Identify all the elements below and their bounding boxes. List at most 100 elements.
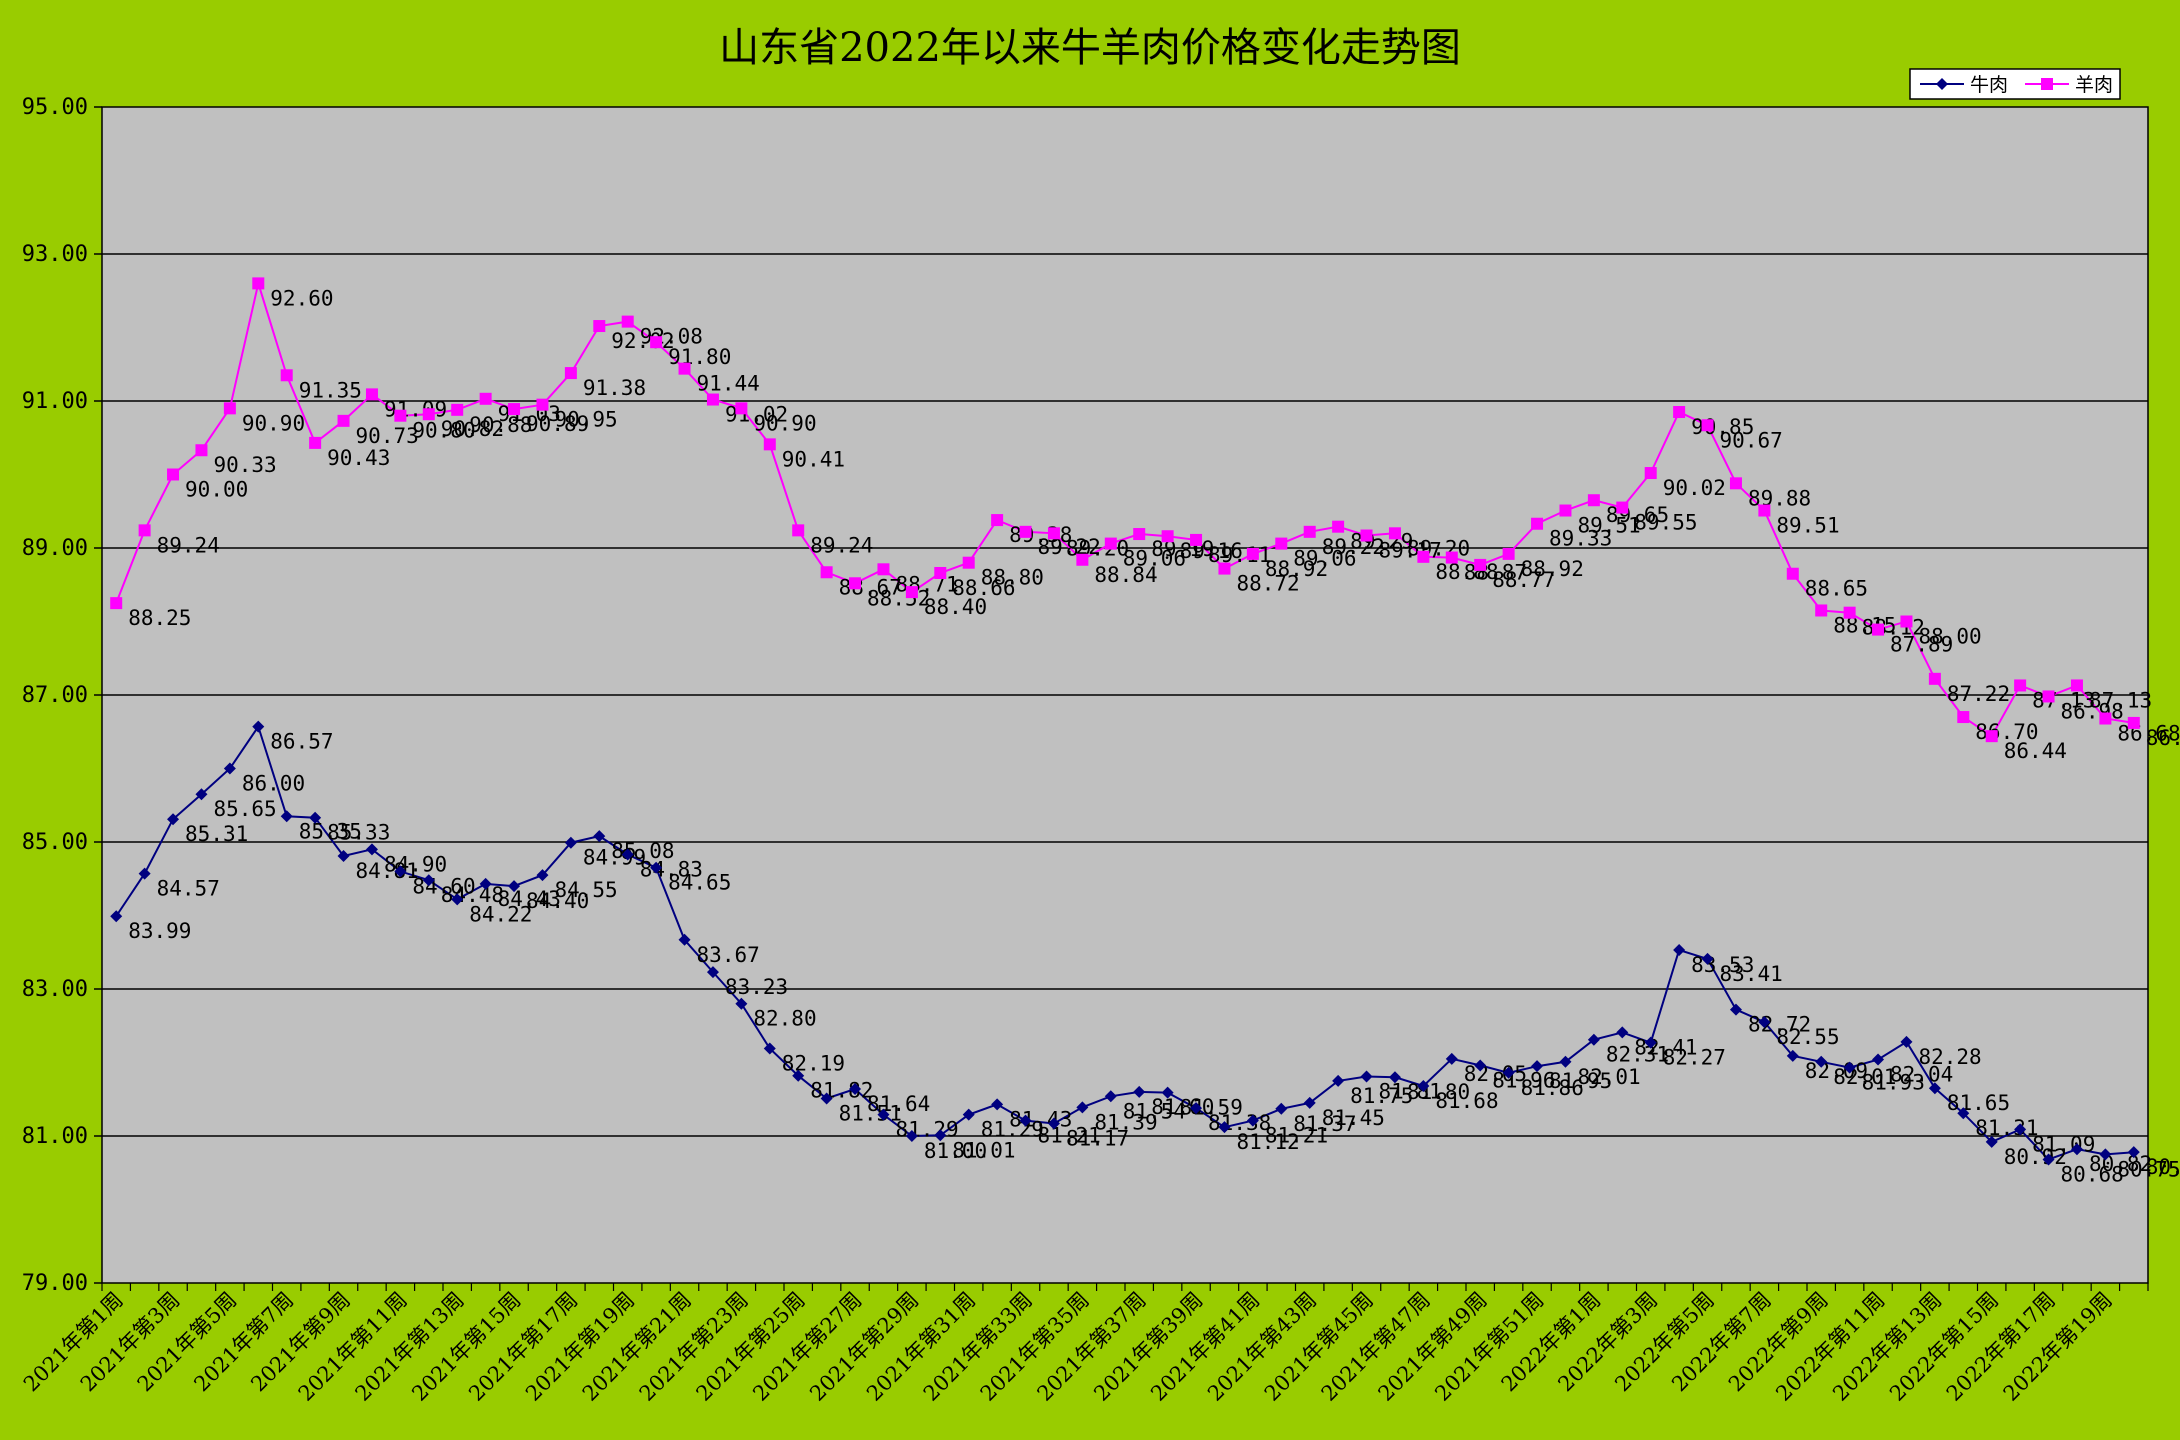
data-point-mutton [1531, 517, 1544, 530]
data-label: 88.00 [1918, 625, 1981, 649]
data-label: 90.67 [1720, 428, 1783, 452]
data-label: 81.21 [1038, 1124, 1101, 1148]
data-label: 81.43 [1009, 1107, 1072, 1131]
data-label: 91.44 [697, 372, 760, 396]
data-point-beef [252, 720, 265, 733]
data-point-beef [1246, 1114, 1259, 1127]
data-label: 82.55 [1776, 1025, 1839, 1049]
data-point-mutton [905, 586, 918, 599]
data-point-mutton [1388, 527, 1401, 540]
data-label: 83.53 [1691, 953, 1754, 977]
data-label: 90.73 [356, 424, 419, 448]
data-label: 81.45 [1322, 1106, 1385, 1130]
data-point-beef [1332, 1074, 1345, 1087]
data-label: 89.24 [810, 533, 873, 557]
data-point-beef [1559, 1055, 1572, 1068]
data-label: 81.82 [810, 1079, 873, 1103]
data-point-beef [479, 877, 492, 890]
data-point-mutton [1843, 606, 1856, 619]
y-tick-label: 85.00 [22, 830, 88, 855]
data-point-mutton [1076, 553, 1089, 566]
data-point-mutton [1786, 567, 1799, 580]
data-point-beef [1900, 1035, 1913, 1048]
data-label: 88.25 [128, 606, 191, 630]
data-point-mutton [1445, 551, 1458, 564]
data-point-mutton [110, 597, 123, 610]
data-label: 90.02 [1663, 476, 1726, 500]
data-label: 83.41 [1720, 962, 1783, 986]
data-point-beef [1758, 1016, 1771, 1029]
data-label: 81.38 [1208, 1111, 1271, 1135]
data-point-beef [2070, 1143, 2083, 1156]
data-label: 84.43 [498, 887, 561, 911]
data-point-beef [706, 966, 719, 979]
data-label: 89.51 [1776, 514, 1839, 538]
data-label: 91.35 [299, 378, 362, 402]
data-point-beef [1531, 1060, 1544, 1073]
data-point-beef [1218, 1121, 1231, 1134]
data-label: 90.82 [441, 417, 504, 441]
data-label: 80.78 [2146, 1155, 2180, 1179]
data-label: 83.23 [725, 975, 788, 999]
data-point-mutton [1872, 623, 1885, 636]
data-point-mutton [1275, 537, 1288, 550]
data-point-beef [934, 1129, 947, 1142]
data-point-beef [167, 813, 180, 826]
data-label: 85.33 [327, 821, 390, 845]
legend-marker-beef [1936, 78, 1948, 90]
data-label: 90.80 [412, 419, 475, 443]
data-label: 81.39 [1094, 1110, 1157, 1134]
data-label: 83.67 [697, 943, 760, 967]
data-label: 87.89 [1890, 633, 1953, 657]
data-label: 89.17 [1379, 539, 1442, 563]
data-point-beef [2099, 1148, 2112, 1161]
data-point-mutton [1190, 533, 1203, 546]
data-label: 88.71 [895, 572, 958, 596]
data-point-mutton [621, 315, 634, 328]
data-point-mutton [337, 414, 350, 427]
y-tick-label: 93.00 [22, 242, 88, 267]
data-point-beef [223, 762, 236, 775]
data-label: 88.92 [1521, 557, 1584, 581]
data-point-beef [763, 1042, 776, 1055]
data-label: 84.65 [668, 871, 731, 895]
data-point-mutton [962, 556, 975, 569]
data-point-beef [1076, 1101, 1089, 1114]
data-label: 85.65 [213, 797, 276, 821]
data-label: 81.37 [1293, 1112, 1356, 1136]
data-label: 81.21 [1265, 1124, 1328, 1148]
data-point-beef [1474, 1059, 1487, 1072]
data-point-beef [1190, 1102, 1203, 1115]
data-point-mutton [650, 336, 663, 349]
data-point-beef [1303, 1096, 1316, 1109]
data-label: 91.38 [583, 376, 646, 400]
data-point-beef [1644, 1036, 1657, 1049]
data-label: 86.57 [270, 730, 333, 754]
data-label: 84.60 [412, 874, 475, 898]
data-point-mutton [1616, 501, 1629, 514]
data-label: 89.20 [1066, 536, 1129, 560]
data-label: 85.35 [299, 819, 362, 843]
data-point-beef [1133, 1085, 1146, 1098]
data-point-mutton [1474, 558, 1487, 571]
data-point-beef [1957, 1107, 1970, 1120]
data-point-mutton [1729, 477, 1742, 490]
data-point-mutton [1928, 672, 1941, 685]
data-point-beef [962, 1108, 975, 1121]
data-point-mutton [1019, 525, 1032, 538]
data-label: 84.55 [554, 878, 617, 902]
data-label: 81.09 [2032, 1132, 2095, 1156]
data-label: 81.01 [952, 1138, 1015, 1162]
data-label: 81.51 [839, 1102, 902, 1126]
data-point-mutton [1332, 520, 1345, 533]
data-label: 82.19 [782, 1052, 845, 1076]
data-point-beef [1843, 1061, 1856, 1074]
data-point-mutton [1644, 467, 1657, 480]
y-tick-label: 83.00 [22, 977, 88, 1002]
data-point-beef [1729, 1003, 1742, 1016]
data-point-mutton [1559, 504, 1572, 517]
data-point-mutton [849, 577, 862, 590]
data-label: 81.65 [1947, 1091, 2010, 1115]
data-point-mutton [934, 566, 947, 579]
data-label: 86.98 [2061, 699, 2124, 723]
